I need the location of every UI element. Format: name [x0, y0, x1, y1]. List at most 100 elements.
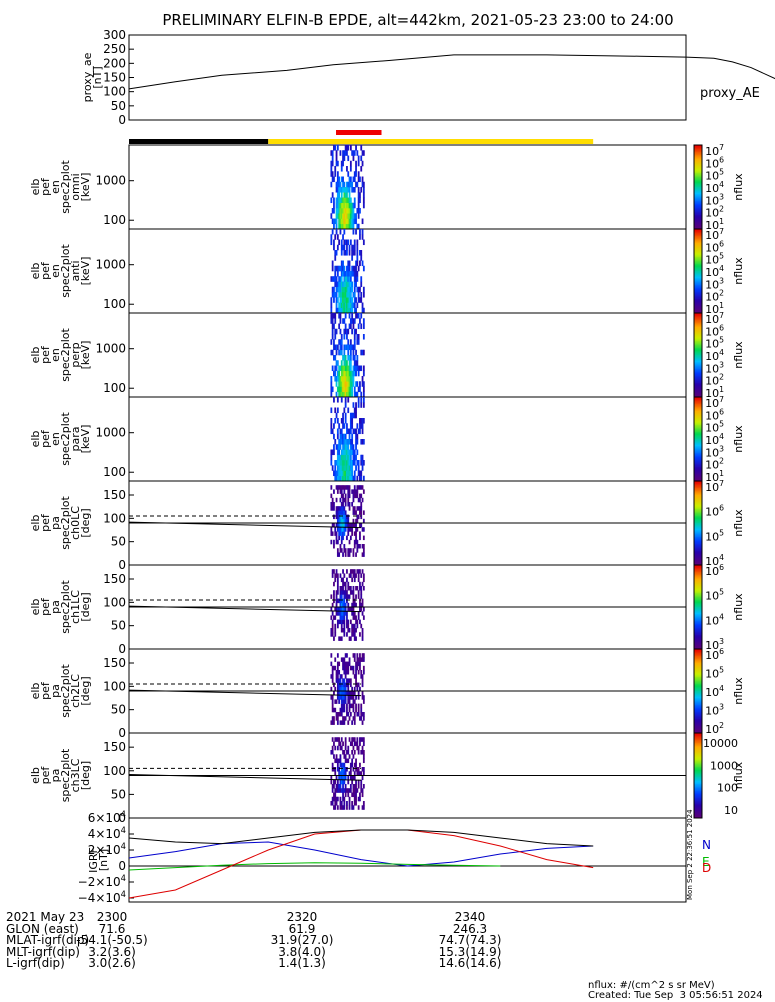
en_omni-cell	[335, 197, 338, 204]
pa_ch0-cell	[343, 548, 346, 553]
pa_ch0-cell	[343, 531, 346, 536]
pa_ch0-cell	[355, 527, 357, 532]
en_para-cell	[352, 454, 355, 461]
en_perp-cell	[348, 323, 351, 330]
pa_ch3-colorbar-segment	[694, 809, 702, 812]
en_anti-cell	[340, 297, 343, 303]
pa_ch1-cell	[339, 611, 342, 616]
ytick-label: 150	[103, 488, 126, 502]
pa_ch1-cell	[344, 586, 347, 591]
pa_ch3-colorbar-segment	[694, 772, 702, 775]
en_anti-colorbar-segment	[694, 304, 702, 307]
en_anti-cell	[335, 292, 338, 298]
en_omni-cell	[342, 223, 344, 230]
en_omni-cell	[357, 208, 360, 214]
pa_ch3-cell	[347, 745, 350, 751]
pa_ch3-cell	[339, 775, 342, 781]
igrf-frame	[128, 817, 687, 903]
pa_ch3-colorbar-tick: 100	[717, 782, 738, 795]
en_anti-cell	[344, 292, 347, 298]
en_omni-cell	[351, 213, 354, 219]
pa_ch1-cell	[335, 598, 338, 604]
pa_ch2-cell	[342, 716, 344, 721]
pa_ch1-cell	[361, 602, 364, 608]
pa_ch3-colorbar-segment	[694, 778, 702, 781]
en_para-cell	[357, 428, 360, 435]
pa_ch2-cell	[342, 678, 344, 683]
pa_ch0-cell	[357, 485, 360, 490]
en_perp-colorbar-segment	[694, 363, 702, 366]
en_para-cell	[359, 475, 361, 482]
pa_ch1-cell	[352, 611, 355, 616]
ylabel-line: en	[49, 264, 62, 278]
en_perp-cell	[331, 365, 334, 372]
pa_ch1-cell	[355, 602, 357, 608]
en_para-cell	[339, 444, 342, 450]
orbit-row: MLT-igrf(dip) 3.2(3.6) 3.8(4.0) 15.3(14.9)	[6, 946, 526, 959]
pa_ch1-cell	[356, 586, 359, 591]
pa_ch0-cell	[352, 552, 355, 557]
en_perp-cell	[336, 386, 339, 393]
pa_ch0-cell	[352, 548, 355, 553]
pa_ch2-colorbar-segment	[694, 679, 702, 682]
pa_ch1-cell	[355, 619, 357, 625]
ytick-label: 100	[103, 595, 126, 609]
en_para-cell	[334, 460, 337, 466]
en_omni-cell	[334, 171, 337, 177]
en_para-cell	[343, 449, 346, 456]
pa_ch2-cell	[351, 703, 354, 709]
ytick-label: 100	[103, 764, 126, 778]
en_para-cell	[344, 454, 347, 461]
en_perp-cell	[349, 344, 352, 351]
pa_ch3-cell	[331, 750, 334, 755]
en_omni-cell	[330, 166, 333, 172]
en_anti-cell	[355, 229, 357, 235]
pa_ch1-cell	[333, 594, 335, 599]
en_anti-colorbar-segment	[694, 299, 702, 301]
en_perp-cell	[334, 370, 337, 377]
pa_ch3-cell	[335, 796, 338, 802]
en_perp-cell	[339, 313, 342, 319]
en_omni-cell	[340, 160, 343, 167]
en_omni-cell	[331, 208, 334, 214]
en_omni-colorbar-segment	[694, 153, 702, 156]
pa_ch3-cell	[362, 805, 365, 810]
en_omni-cell	[355, 145, 357, 151]
en_omni-cell	[335, 160, 338, 167]
pa_ch0-cell	[335, 535, 338, 541]
en_anti-colorbar-segment	[694, 310, 702, 313]
pa_ch2-cell	[343, 682, 346, 688]
en_anti-colorbar-segment	[694, 268, 702, 271]
en_anti-cell	[346, 281, 348, 288]
ytick-label: 50	[111, 535, 126, 549]
pa_ch1-cell	[342, 628, 344, 633]
ylabel-line: spec2plot	[59, 244, 72, 298]
en_perp-colorbar-segment	[694, 374, 702, 377]
en_para-cell	[347, 439, 350, 445]
pa_ch1-cell	[344, 594, 347, 599]
pa_ch0-colorbar-segment	[694, 549, 702, 552]
pa_ch2-cell	[359, 653, 361, 658]
en_para-cell	[344, 470, 347, 477]
pa_ch2-cell	[339, 682, 342, 688]
pa_ch3-cell	[333, 767, 335, 772]
pa_ch0-cell	[362, 510, 365, 515]
pa_ch1-cell	[361, 632, 364, 637]
en_anti-cell	[362, 239, 365, 246]
pa_ch0-colorbar-segment	[694, 532, 702, 535]
en_para-cell	[355, 412, 357, 419]
en_perp-cell	[357, 313, 360, 319]
en_omni-cell	[362, 187, 365, 193]
en_anti-cell	[346, 292, 348, 298]
pa_ch3-cell	[348, 754, 351, 759]
en_para-colorbar-segment	[694, 437, 702, 440]
pa_ch2-cell	[343, 716, 346, 721]
en_omni-cell	[335, 208, 338, 214]
en_perp-cell	[342, 381, 344, 387]
pa_ch0-colorbar-label: nflux	[732, 509, 745, 537]
pa_ch0-cell	[344, 523, 347, 528]
pa_ch2-cell	[343, 699, 346, 704]
pa_ch2-cell	[339, 707, 342, 713]
en_perp-cell	[347, 349, 350, 356]
